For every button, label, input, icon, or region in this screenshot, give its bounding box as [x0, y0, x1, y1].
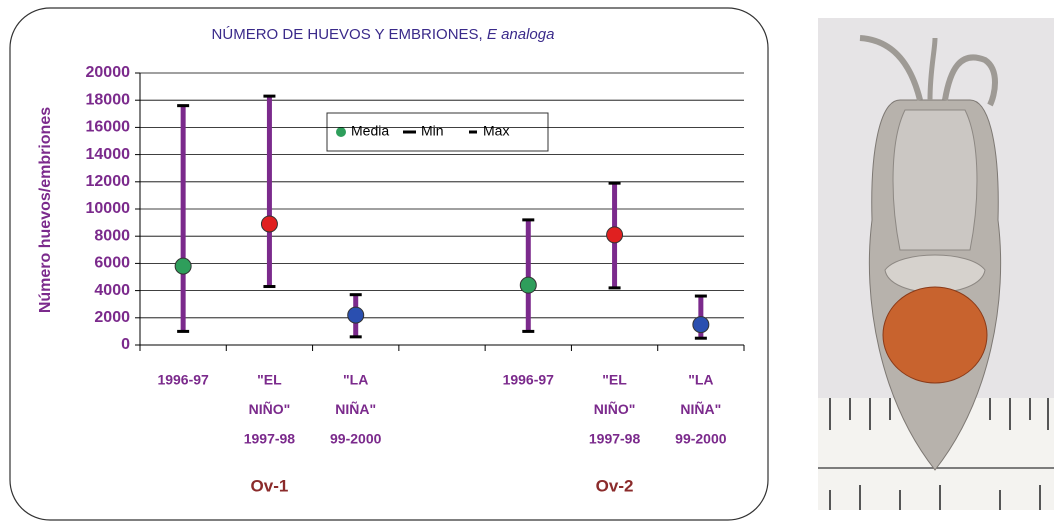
- y-tick-label: 16000: [86, 119, 131, 136]
- y-tick-label: 18000: [86, 91, 131, 108]
- x-tick-label: "EL: [602, 372, 627, 388]
- title-species: E analoga: [487, 26, 555, 43]
- x-tick-label: NIÑA": [680, 400, 721, 417]
- title-main: NÚMERO DE HUEVOS Y EMBRIONES,: [212, 26, 483, 43]
- x-tick-label: 99-2000: [330, 431, 382, 447]
- x-tick-label: NIÑO": [594, 400, 636, 417]
- y-tick-label: 20000: [86, 64, 131, 81]
- x-tick-label: NIÑO": [249, 400, 291, 417]
- x-tick-label: 1996-97: [157, 372, 209, 388]
- page: NÚMERO DE HUEVOS Y EMBRIONES, E analoga …: [0, 0, 1054, 527]
- y-tick-label: 8000: [94, 227, 130, 244]
- mean-point: [175, 258, 191, 274]
- legend-label: Max: [483, 123, 509, 139]
- y-tick-label: 12000: [86, 173, 131, 190]
- x-tick-label: 99-2000: [675, 431, 727, 447]
- y-tick-label: 10000: [86, 200, 131, 217]
- specimen-photo: [818, 18, 1054, 510]
- chart-title: NÚMERO DE HUEVOS Y EMBRIONES, E analoga: [212, 26, 555, 43]
- legend-marker: [336, 127, 346, 137]
- x-tick-label: "LA: [343, 372, 368, 388]
- x-tick-label: 1997-98: [589, 431, 641, 447]
- y-tick-label: 6000: [94, 255, 130, 272]
- group-label: Ov-1: [251, 476, 289, 495]
- y-tick-label: 2000: [94, 309, 130, 326]
- y-tick-label: 4000: [94, 282, 130, 299]
- x-tick-label: "LA: [688, 372, 713, 388]
- mean-point: [348, 307, 364, 323]
- legend-label: Media: [351, 123, 389, 139]
- x-tick-label: NIÑA": [335, 400, 376, 417]
- mean-point: [520, 277, 536, 293]
- group-label: Ov-2: [596, 476, 634, 495]
- x-tick-label: 1996-97: [503, 372, 555, 388]
- y-tick-label: 14000: [86, 146, 131, 163]
- legend-label: Min: [421, 123, 444, 139]
- x-tick-label: 1997-98: [244, 431, 296, 447]
- mean-point: [607, 227, 623, 243]
- y-tick-label: 0: [121, 336, 130, 353]
- y-axis-title: Número huevos/embriones: [37, 107, 54, 313]
- mean-point: [693, 317, 709, 333]
- mean-point: [261, 216, 277, 232]
- legend: Media Min Max: [327, 113, 548, 151]
- x-tick-label: "EL: [257, 372, 282, 388]
